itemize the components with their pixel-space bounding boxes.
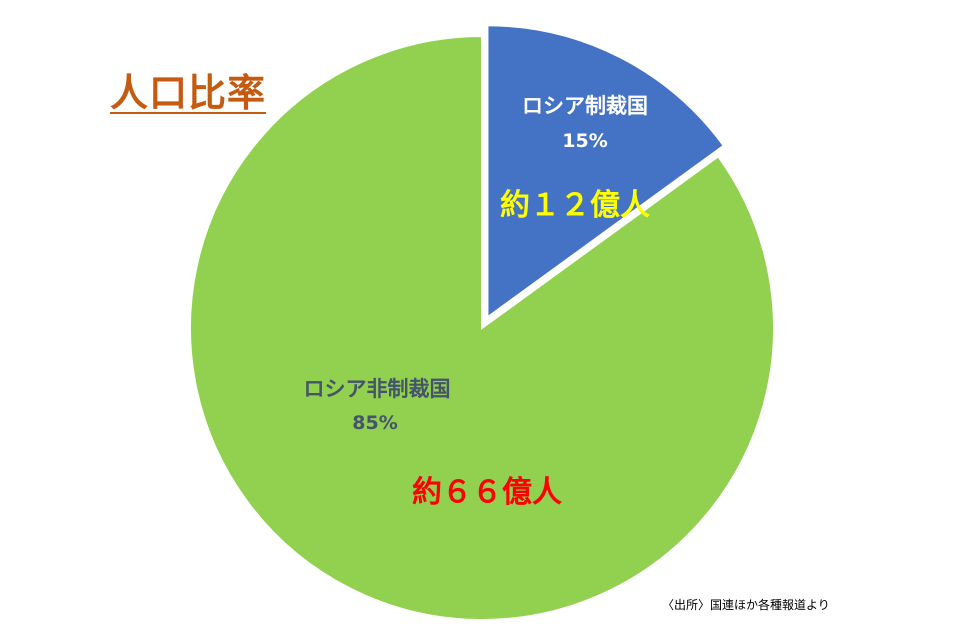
pie-slice-sanctioning	[486, 24, 726, 320]
slice-percent-non-sanctioning: 85%	[352, 412, 398, 434]
pie-slices	[189, 24, 775, 621]
slice-percent-sanctioning: 15%	[562, 130, 608, 152]
pie-slice-non-sanctioning	[189, 34, 775, 621]
source-note: 〈出所〉国連ほか各種報道より	[662, 598, 830, 612]
slice-label-sanctioning: ロシア制裁国	[522, 94, 648, 118]
slice-label-non-sanctioning: ロシア非制裁国	[303, 377, 451, 401]
population-annotation-non-sanctioning: 約６６億人	[412, 475, 562, 510]
population-annotation-sanctioning: 約１２億人	[500, 188, 650, 223]
chart-title: 人口比率	[110, 71, 267, 115]
